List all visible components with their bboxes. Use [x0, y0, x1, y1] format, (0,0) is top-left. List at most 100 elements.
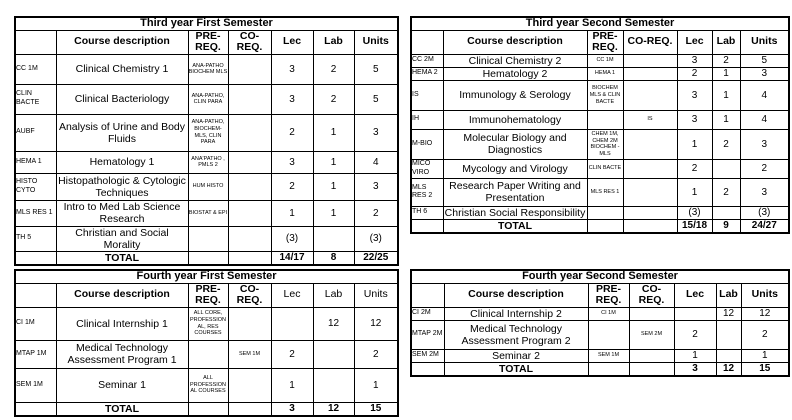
- header-units: Units: [740, 282, 790, 308]
- header-coreq: CO-REQ.: [628, 282, 675, 308]
- cell-blank: [227, 401, 272, 417]
- cell-coreq: [227, 113, 272, 152]
- cell-units: (3): [739, 205, 790, 220]
- cell-coreq: SEM 2M: [628, 319, 675, 350]
- cell-total-units: 15: [353, 401, 399, 417]
- table-row: MTAP 2M Medical Technology Assessment Pr…: [410, 319, 790, 350]
- cell-prereq: CC 1M: [586, 53, 624, 68]
- cell-blank: [410, 218, 444, 234]
- cell-lab: 1: [312, 199, 355, 227]
- cell-units: 2: [353, 339, 399, 369]
- header-units: Units: [353, 282, 399, 308]
- cell-lab: 1: [312, 113, 355, 152]
- cell-units: 2: [353, 199, 399, 227]
- cell-total-units: 24/27: [739, 218, 790, 234]
- cell-total-units: 15: [740, 361, 790, 377]
- table-fourth-year-first-semester: Fourth year First Semester Course descri…: [14, 269, 400, 418]
- cell-course-description: Immunohematology: [442, 109, 588, 130]
- cell-coreq: [227, 199, 272, 227]
- cell-prereq: BIOCHEM MLS & CLIN BACTE: [586, 79, 624, 111]
- cell-lec: 3: [270, 53, 314, 85]
- total-row: TOTAL 14/17 8 22/25: [14, 250, 399, 266]
- cell-total-lab: 9: [711, 218, 741, 234]
- cell-lec: 1: [673, 348, 717, 363]
- cell-coreq: [622, 205, 678, 220]
- cell-coreq: [227, 225, 272, 252]
- cell-prereq: ALL PROFESSIONAL COURSES: [187, 367, 229, 403]
- cell-coreq: [628, 306, 675, 321]
- cell-lab: [312, 225, 355, 252]
- cell-course-code: HISTO CYTO: [14, 172, 57, 201]
- cell-course-code: CLIN BACTE: [14, 83, 57, 115]
- cell-lec: (3): [270, 225, 314, 252]
- cell-blank: [187, 401, 229, 417]
- cell-lab: 12: [715, 306, 742, 321]
- cell-lab: 1: [312, 150, 355, 174]
- cell-units: 4: [353, 150, 399, 174]
- cell-units: 4: [739, 79, 790, 111]
- cell-lec: 2: [676, 158, 713, 179]
- cell-course-code: MLS RES 2: [410, 177, 444, 207]
- cell-total-label: TOTAL: [443, 361, 589, 377]
- cell-lab: 1: [312, 172, 355, 201]
- cell-total-lab: 12: [715, 361, 742, 377]
- cell-lec: 3: [270, 83, 314, 115]
- cell-total-label: TOTAL: [55, 250, 189, 266]
- table-row: HEMA 2 Hematology 2 HEMA 1 2 1 3: [410, 66, 790, 81]
- cell-course-description: Hematology 1: [55, 150, 189, 174]
- cell-units: 3: [353, 172, 399, 201]
- cell-course-code: SEM 2M: [410, 348, 445, 363]
- cell-units: 5: [353, 83, 399, 115]
- cell-coreq: [227, 306, 272, 341]
- header-description: Course description: [443, 282, 589, 308]
- cell-lec: 1: [270, 367, 314, 403]
- header-coreq: CO-REQ.: [227, 282, 272, 308]
- cell-blank: [14, 401, 57, 417]
- cell-units: 1: [740, 348, 790, 363]
- cell-prereq: ANA-PATHO, BIOCHEM-MLS, CLIN PARA: [187, 113, 229, 152]
- cell-course-description: Seminar 1: [55, 367, 189, 403]
- total-row: TOTAL 3 12 15: [410, 361, 790, 377]
- total-row: TOTAL 15/18 9 24/27: [410, 218, 790, 234]
- cell-course-code: MTAP 1M: [14, 339, 57, 369]
- cell-units: 3: [739, 177, 790, 207]
- cell-coreq: [622, 79, 678, 111]
- table-third-year-second-semester: Third year Second Semester Course descri…: [410, 16, 791, 234]
- cell-course-description: Mycology and Virology: [442, 158, 588, 179]
- header-lab: Lab: [711, 29, 741, 55]
- cell-blank: [622, 218, 678, 234]
- header-lec: Lec: [270, 282, 314, 308]
- cell-course-description: Seminar 2: [443, 348, 589, 363]
- cell-course-description: Clinical Internship 2: [443, 306, 589, 321]
- table-third-year-first-semester: Third year First Semester Course descrip…: [14, 16, 400, 266]
- table-row: AUBF Analysis of Urine and Body Fluids A…: [14, 113, 399, 152]
- cell-total-lec: 15/18: [676, 218, 713, 234]
- header-units: Units: [739, 29, 790, 55]
- cell-blank: [187, 250, 229, 266]
- total-row: TOTAL 3 12 15: [14, 401, 399, 417]
- cell-blank: [587, 361, 630, 377]
- header-prereq: PRE-REQ.: [187, 282, 229, 308]
- cell-lab: 2: [312, 83, 355, 115]
- cell-prereq: [187, 339, 229, 369]
- cell-blank: [410, 361, 445, 377]
- header-lab: Lab: [312, 282, 355, 308]
- cell-units: 1: [353, 367, 399, 403]
- cell-course-description: Hematology 2: [442, 66, 588, 81]
- table-row: IH Immunohematology IS 3 1 4: [410, 109, 790, 130]
- cell-coreq: IS: [622, 109, 678, 130]
- header-description: Course description: [55, 282, 189, 308]
- cell-lab: 1: [711, 66, 741, 81]
- cell-prereq: ANA-PATHO BIOCHEM MLS: [187, 53, 229, 85]
- table-row: MLS RES 2 Research Paper Writing and Pre…: [410, 177, 790, 207]
- header-prereq: PRE-REQ.: [587, 282, 630, 308]
- cell-units: 12: [353, 306, 399, 341]
- cell-coreq: [227, 172, 272, 201]
- cell-course-code: CI 2M: [410, 306, 445, 321]
- cell-lab: 2: [312, 53, 355, 85]
- cell-course-description: Medical Technology Assessment Program 2: [443, 319, 589, 350]
- cell-lec: 3: [676, 109, 713, 130]
- cell-total-units: 22/25: [353, 250, 399, 266]
- cell-units: 4: [739, 109, 790, 130]
- cell-prereq: ANA-PATHO, CLIN PARA: [187, 83, 229, 115]
